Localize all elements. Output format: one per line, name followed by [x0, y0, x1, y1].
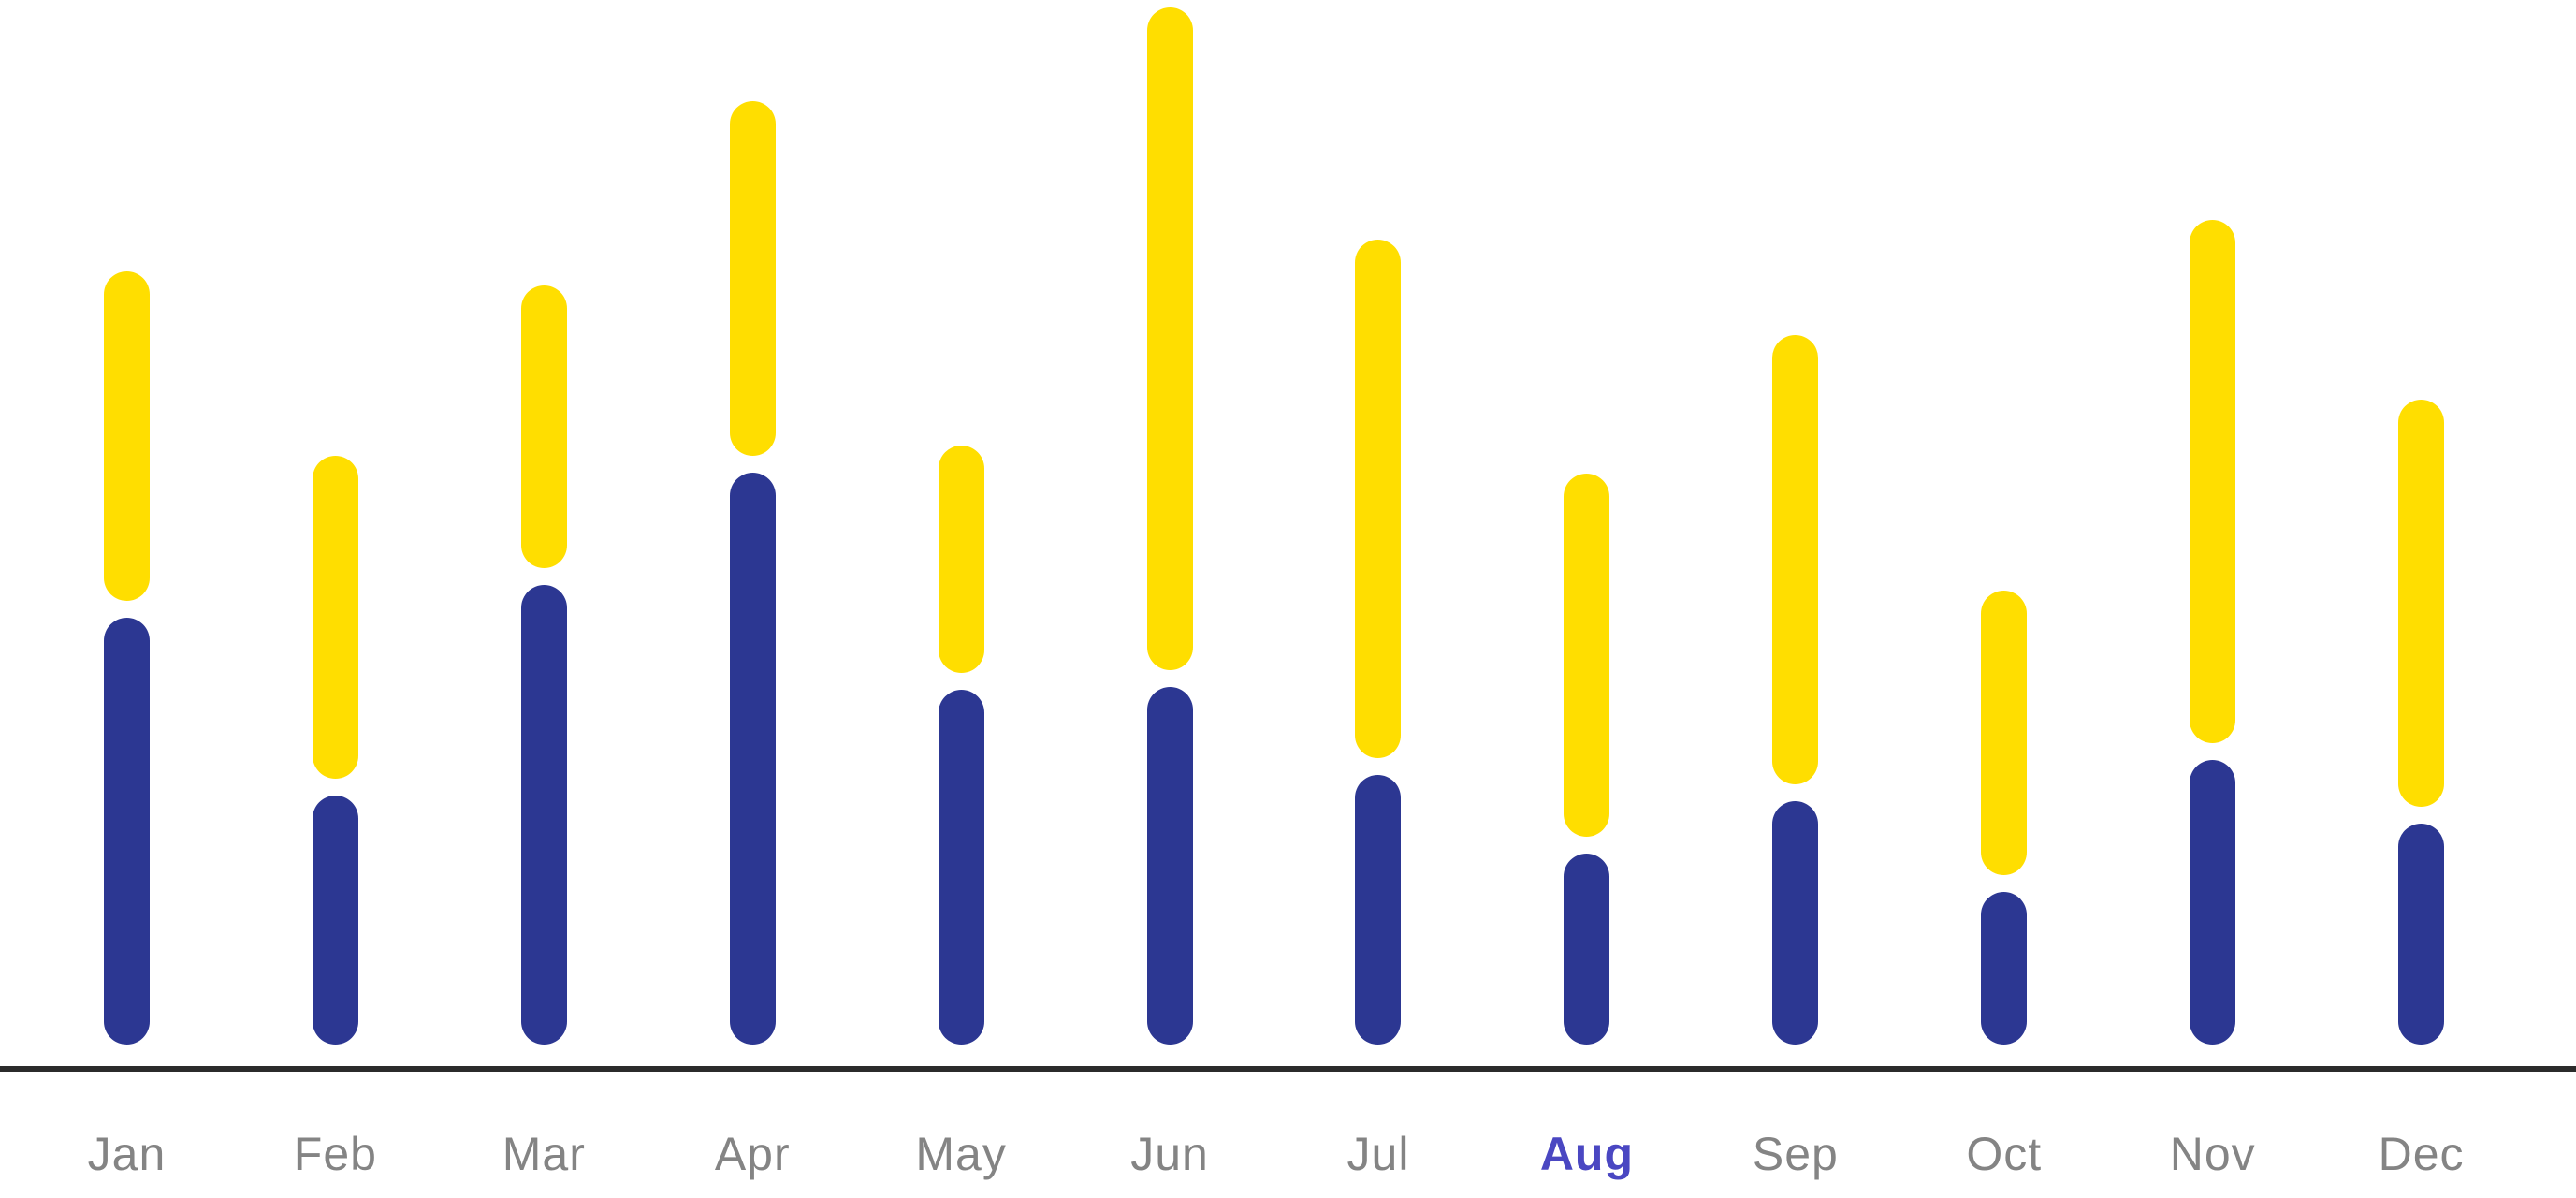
month-column-nov: Nov [2108, 0, 2317, 1198]
yellow-bar-segment-nov [2190, 220, 2236, 743]
blue-bar-segment-jun [1146, 687, 1193, 1045]
yellow-bar-segment-jan [103, 271, 150, 601]
month-column-jan: Jan [22, 0, 231, 1198]
blue-bar-segment-jul [1355, 775, 1402, 1045]
month-column-may: May [857, 0, 1066, 1198]
yellow-bar-segment-feb [312, 456, 358, 779]
month-column-dec: Dec [2317, 0, 2525, 1198]
yellow-bar-segment-jul [1355, 240, 1402, 758]
yellow-bar-segment-apr [729, 101, 776, 456]
yellow-bar-segment-sep [1772, 335, 1819, 784]
month-column-oct: Oct [1899, 0, 2108, 1198]
chart-columns: Jan Feb Mar Apr May Jun Jul Aug Sep Oct Nov Dec [22, 0, 2525, 1198]
blue-bar-segment-apr [729, 473, 776, 1045]
blue-bar-segment-feb [312, 796, 358, 1045]
x-axis-label-nov: Nov [2169, 1128, 2256, 1180]
blue-bar-segment-aug [1564, 854, 1610, 1045]
x-axis-label-aug: Aug [1539, 1128, 1635, 1180]
yellow-bar-segment-may [938, 446, 984, 673]
month-column-jun: Jun [1066, 0, 1274, 1198]
yellow-bar-segment-mar [520, 285, 567, 568]
yellow-bar-segment-dec [2398, 400, 2445, 807]
x-axis-label-jul: Jul [1346, 1128, 1410, 1180]
month-column-sep: Sep [1691, 0, 1899, 1198]
month-column-apr: Apr [648, 0, 857, 1198]
x-axis-label-apr: Apr [714, 1128, 791, 1180]
blue-bar-segment-dec [2398, 824, 2445, 1045]
x-axis-label-jan: Jan [87, 1128, 167, 1180]
x-axis-line [0, 1066, 2576, 1072]
yellow-bar-segment-oct [1981, 591, 2028, 875]
blue-bar-segment-may [938, 690, 984, 1045]
month-column-jul: Jul [1274, 0, 1483, 1198]
yellow-bar-segment-aug [1564, 474, 1610, 837]
blue-bar-segment-sep [1772, 801, 1819, 1045]
x-axis-label-sep: Sep [1752, 1128, 1839, 1180]
x-axis-label-mar: Mar [502, 1128, 586, 1180]
month-column-feb: Feb [231, 0, 440, 1198]
x-axis-label-feb: Feb [293, 1128, 377, 1180]
blue-bar-segment-nov [2190, 760, 2236, 1045]
month-column-aug: Aug [1482, 0, 1691, 1198]
x-axis-label-dec: Dec [2378, 1128, 2465, 1180]
blue-bar-segment-oct [1981, 892, 2028, 1045]
month-column-mar: Mar [440, 0, 648, 1198]
x-axis-label-may: May [915, 1128, 1007, 1180]
x-axis-label-oct: Oct [1966, 1128, 2043, 1180]
blue-bar-segment-jan [103, 618, 150, 1045]
blue-bar-segment-mar [520, 585, 567, 1045]
x-axis-label-jun: Jun [1130, 1128, 1209, 1180]
yellow-bar-segment-jun [1146, 7, 1193, 670]
